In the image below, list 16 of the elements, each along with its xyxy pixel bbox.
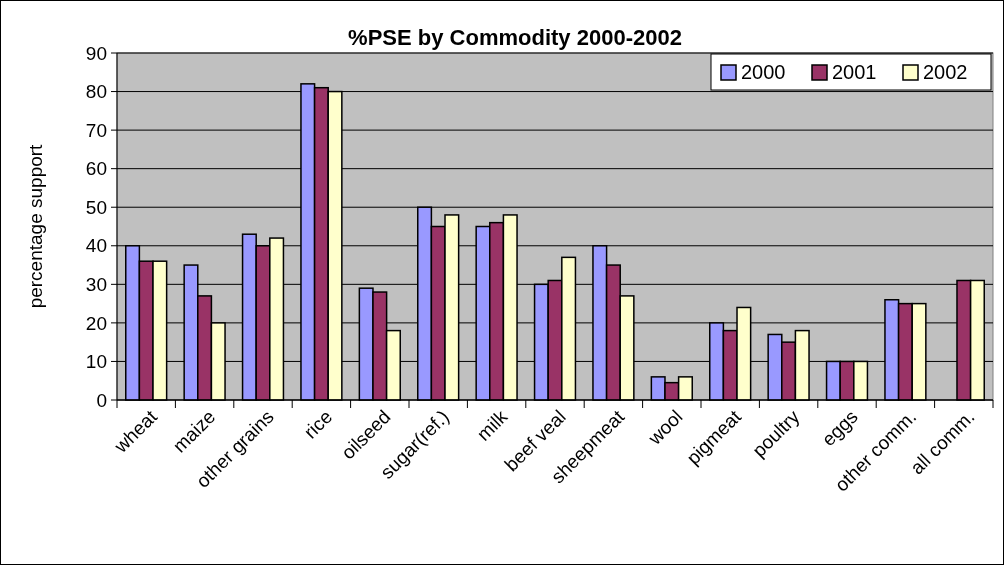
- y-tick-label: 10: [85, 351, 107, 373]
- y-tick-label: 90: [85, 42, 107, 64]
- y-tick-label: 80: [85, 81, 107, 103]
- y-axis-title: percentage support: [25, 143, 46, 309]
- y-tick-label: 40: [85, 235, 107, 257]
- legend-label: 2000: [741, 61, 786, 83]
- y-tick-label: 30: [85, 273, 107, 295]
- y-tick-label: 60: [85, 158, 107, 180]
- x-tick-label: rice: [299, 405, 337, 443]
- y-tick-label: 0: [96, 389, 107, 411]
- legend-label: 2002: [923, 61, 968, 83]
- y-tick-label: 20: [85, 312, 107, 334]
- legend-label: 2001: [832, 61, 877, 83]
- chart-title: %PSE by Commodity 2000-2002: [348, 25, 682, 50]
- y-tick-label: 70: [85, 119, 107, 141]
- y-tick-label: 50: [85, 196, 107, 218]
